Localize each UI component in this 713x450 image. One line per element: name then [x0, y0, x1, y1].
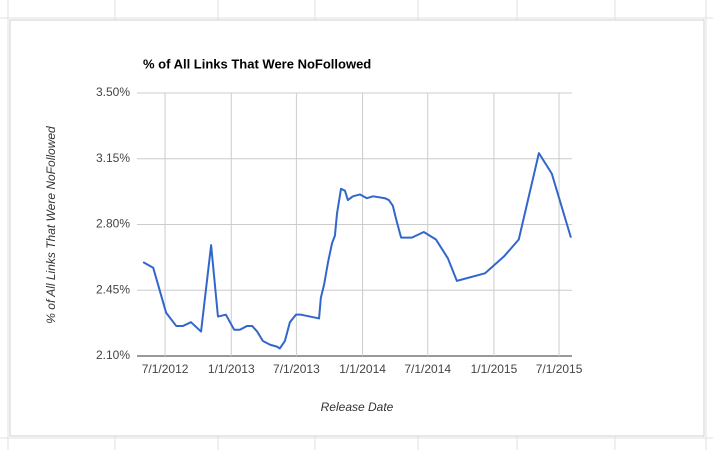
y-tick-label: 2.45%: [96, 282, 130, 296]
x-tick-label: 1/1/2013: [208, 362, 255, 376]
x-tick-label: 7/1/2014: [404, 362, 451, 376]
x-tick-label: 7/1/2012: [142, 362, 189, 376]
x-tick-label: 1/1/2015: [471, 362, 518, 376]
y-tick-label: 2.10%: [96, 348, 130, 362]
y-tick-label: 3.50%: [96, 85, 130, 99]
y-tick-label: 2.80%: [96, 217, 130, 231]
x-axis-title: Release Date: [321, 400, 394, 414]
x-tick-label: 7/1/2015: [536, 362, 583, 376]
x-tick-label: 1/1/2014: [339, 362, 386, 376]
y-axis-title: % of All Links That Were NoFollowed: [44, 126, 58, 324]
chart-title: % of All Links That Were NoFollowed: [143, 56, 371, 71]
chart-area: [9, 19, 705, 437]
data-line: [142, 152, 572, 350]
y-tick-label: 3.15%: [96, 151, 130, 165]
x-tick-label: 7/1/2013: [273, 362, 320, 376]
